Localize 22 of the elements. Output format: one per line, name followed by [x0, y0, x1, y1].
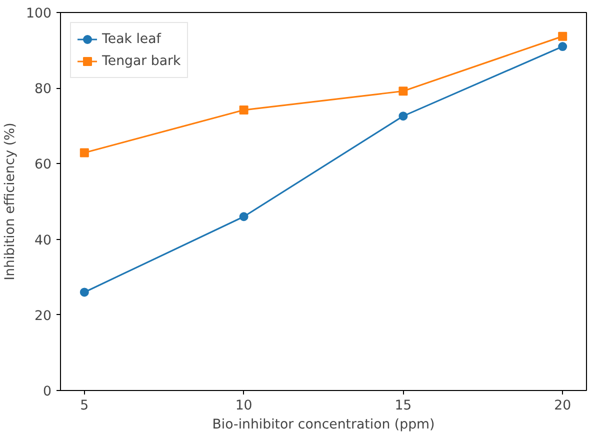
y-tick-label: 40 [34, 233, 52, 248]
x-tick-label: 10 [235, 398, 252, 414]
point [239, 106, 248, 115]
point [80, 288, 89, 297]
y-tick-label: 60 [34, 158, 52, 173]
point [558, 42, 568, 52]
point [80, 148, 89, 158]
x-tick-label: 5 [80, 398, 89, 414]
x-tick-label: 20 [554, 398, 572, 414]
x-tick-label: 15 [394, 398, 412, 414]
y-tick-label: 80 [34, 82, 52, 98]
y-tick-label: 20 [34, 308, 52, 324]
legend-label: Teak leaf [102, 32, 161, 46]
legend-label: Tengar bark [102, 54, 181, 68]
y-tick-label: 0 [43, 384, 52, 400]
point [398, 86, 408, 96]
y-axis-title: Inhibition efficiency (%) [3, 122, 18, 280]
point [239, 212, 248, 222]
point [558, 32, 568, 41]
x-axis-title: Bio-inhibitor concentration (ppm) [212, 418, 435, 432]
y-tick-label: 100 [26, 6, 52, 22]
point [398, 112, 408, 121]
